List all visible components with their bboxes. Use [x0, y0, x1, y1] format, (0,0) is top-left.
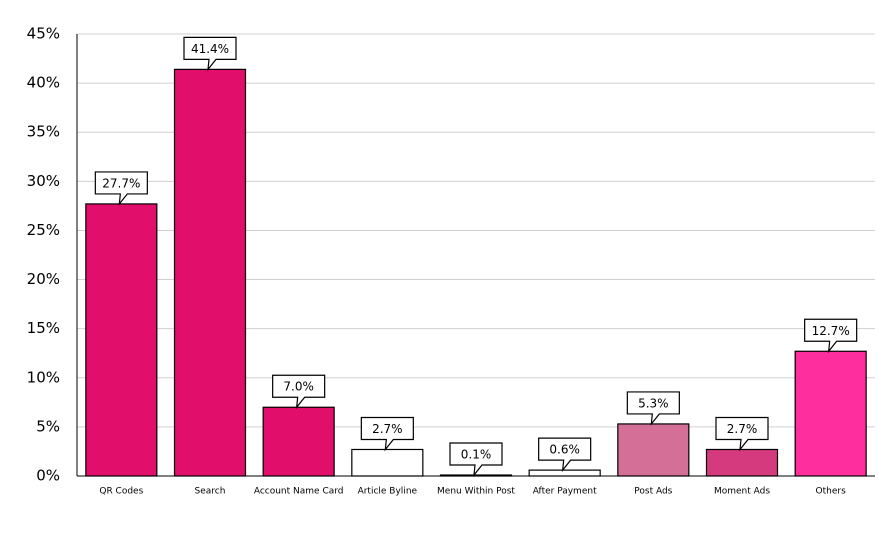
x-tick-label: QR Codes: [99, 487, 143, 497]
bar: [85, 203, 158, 477]
y-tick-label: 35%: [27, 123, 60, 141]
bar: [262, 406, 335, 477]
data-label-box: [626, 391, 680, 426]
y-tick-label: 40%: [27, 74, 60, 92]
data-label: 7.0%: [283, 380, 314, 394]
data-label: 0.1%: [461, 448, 492, 462]
data-label: 27.7%: [102, 176, 140, 190]
x-tick-label: Others: [816, 487, 847, 497]
data-label-box: [538, 437, 592, 473]
data-label-box: [94, 171, 148, 206]
bar: [439, 474, 513, 477]
data-label: 5.3%: [638, 396, 669, 410]
bar: [794, 350, 867, 477]
data-label-box: [272, 374, 326, 410]
data-label-box: [804, 318, 858, 354]
data-label-box: [183, 36, 237, 72]
y-tick-label: 0%: [36, 467, 60, 485]
bar: [173, 68, 247, 477]
data-label: 41.4%: [191, 42, 229, 56]
data-label: 12.7%: [812, 324, 850, 338]
data-label-box: [360, 416, 414, 452]
x-tick-label: After Payment: [533, 487, 597, 497]
x-tick-label: Search: [195, 487, 226, 497]
bar: [351, 448, 424, 477]
bar: [705, 448, 779, 477]
data-label-box: [715, 416, 769, 452]
x-tick-label: Article Byline: [358, 487, 418, 497]
x-tick-label: Menu Within Post: [437, 487, 515, 497]
y-tick-label: 20%: [27, 270, 60, 288]
y-tick-label: 5%: [36, 417, 60, 435]
y-tick-label: 30%: [27, 172, 60, 190]
y-tick-label: 25%: [27, 221, 60, 239]
x-tick-label: Post Ads: [634, 487, 672, 497]
bar: [617, 423, 690, 477]
data-label: 2.7%: [727, 422, 758, 436]
y-tick-label: 15%: [27, 319, 60, 337]
data-label: 0.6%: [549, 443, 580, 457]
x-tick-label: Account Name Card: [254, 487, 344, 497]
bar: [528, 469, 601, 477]
y-tick-label: 10%: [27, 368, 60, 386]
data-label: 2.7%: [372, 422, 403, 436]
x-tick-label: Moment Ads: [714, 487, 770, 497]
data-label-box: [449, 442, 503, 477]
y-tick-label: 45%: [27, 25, 60, 43]
